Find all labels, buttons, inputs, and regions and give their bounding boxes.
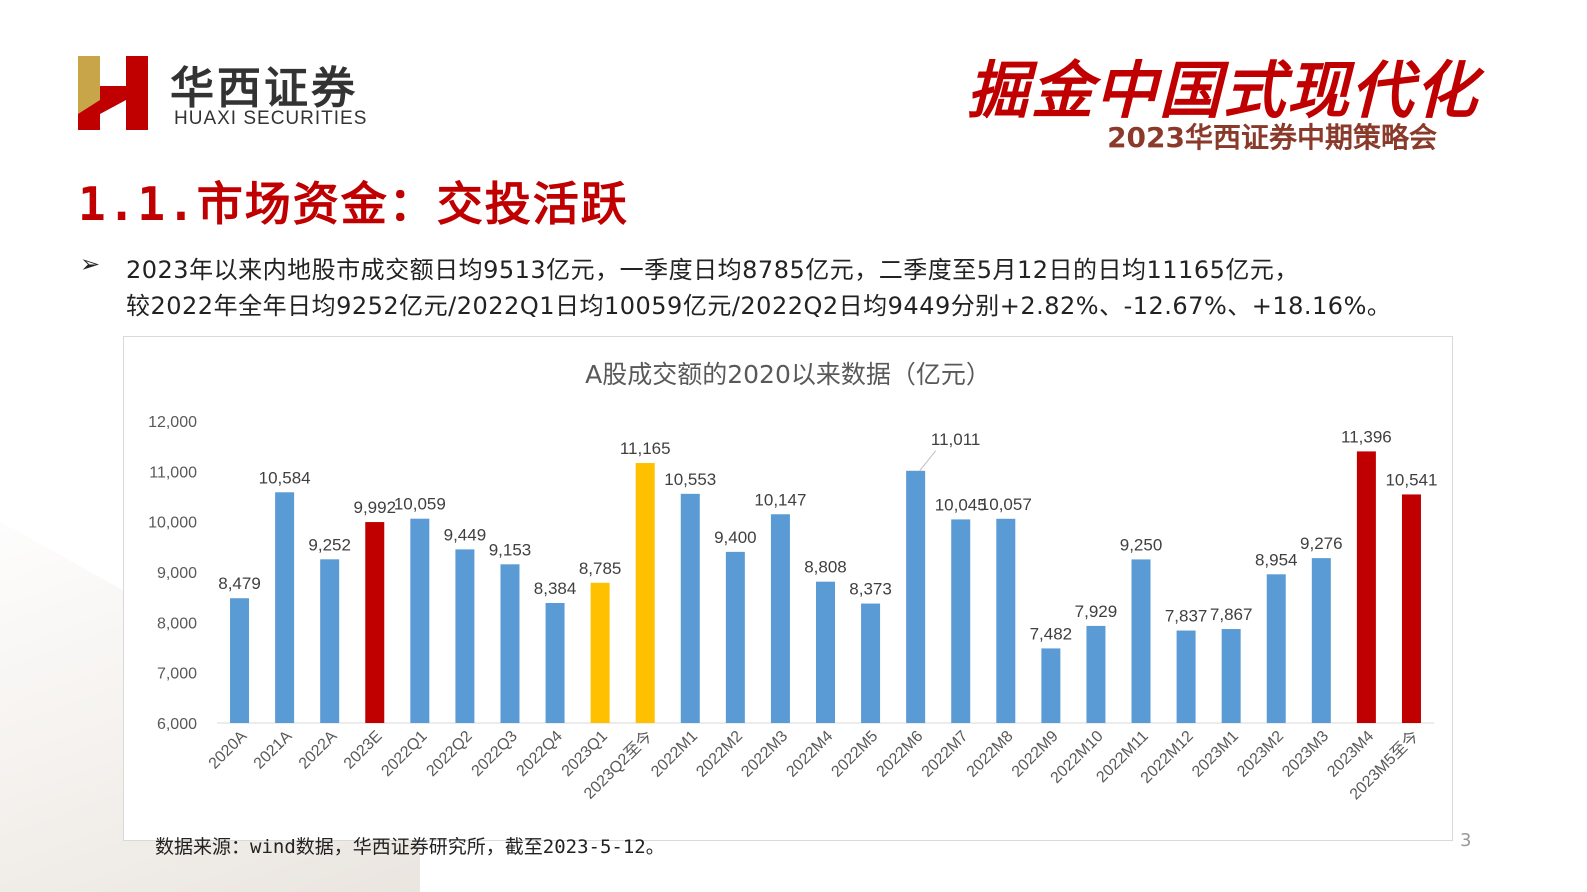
- y-tick-label: 8,000: [157, 615, 197, 632]
- data-label: 8,954: [1255, 550, 1298, 569]
- y-axis: 6,000 7,000 8,000 9,000 10,000 11,000 12,000: [148, 414, 1434, 733]
- data-label: 8,373: [849, 580, 892, 599]
- data-label: 10,059: [394, 495, 446, 514]
- x-axis: 2020A 2021A 2022A 2023E2022Q12022Q22022Q320…: [206, 727, 1423, 803]
- bar: [500, 564, 520, 723]
- bar: [906, 470, 926, 723]
- data-label: 8,808: [804, 558, 847, 577]
- x-tick-label: 2021A: [251, 728, 296, 773]
- bar: [861, 603, 881, 723]
- huaxi-logo-icon: [78, 56, 148, 130]
- data-label: 10,045: [935, 495, 987, 514]
- bar: [680, 493, 700, 723]
- data-label: 11,011: [931, 430, 980, 449]
- data-label: 7,482: [1030, 624, 1073, 643]
- data-label: 9,992: [353, 498, 396, 517]
- bar: [320, 559, 340, 723]
- bar: [1131, 559, 1151, 723]
- bar: [816, 581, 835, 723]
- y-tick-label: 10,000: [148, 515, 197, 532]
- x-tick-label: 2022M8: [964, 728, 1017, 781]
- bar: [1401, 494, 1421, 723]
- bar: [1221, 629, 1241, 723]
- bar: [1041, 648, 1061, 723]
- x-tick-label: 2022M5: [828, 728, 881, 781]
- data-label: 10,147: [754, 490, 806, 509]
- chart-canvas: A股成交额的2020以来数据（亿元） 6,000 7,000 8,000 9,000 1…: [148, 360, 1437, 803]
- bar-series: [230, 451, 1421, 723]
- bar: [635, 463, 655, 723]
- data-label: 9,153: [489, 540, 532, 559]
- x-tick-label: 2022Q1: [378, 728, 430, 780]
- x-tick-label: 2023M1: [1189, 728, 1242, 781]
- bar: [410, 518, 430, 723]
- conference-event-name: 2023华西证券中期策略会: [1107, 121, 1437, 154]
- data-label: 10,057: [980, 495, 1032, 514]
- bar: [230, 598, 250, 723]
- bar: [951, 519, 971, 723]
- x-tick-label: 2023M3: [1279, 728, 1332, 781]
- x-tick-label: 2022M2: [693, 728, 746, 781]
- y-tick-label: 9,000: [157, 565, 197, 582]
- bullet-line-2: 较2022年全年日均9252亿元/2022Q1日均10059亿元/2022Q2日…: [126, 292, 1392, 320]
- bar: [1356, 451, 1376, 723]
- y-tick-label: 12,000: [148, 414, 197, 431]
- data-label: 10,584: [259, 468, 311, 487]
- x-tick-label: 2022M4: [783, 728, 836, 781]
- y-tick-label: 7,000: [157, 666, 197, 683]
- conference-slogan: 掘金中国式现代化: [966, 54, 1479, 127]
- logo-english-name: HUAXI SECURITIES: [174, 108, 368, 129]
- x-tick-label: 2022M7: [919, 728, 972, 781]
- data-label: 10,553: [664, 470, 716, 489]
- data-label: 8,785: [579, 559, 622, 578]
- data-label: 9,250: [1120, 535, 1163, 554]
- x-tick-label: 2022M3: [738, 728, 791, 781]
- x-tick-label: 2022M6: [874, 728, 927, 781]
- bar: [1086, 625, 1106, 723]
- data-label: 9,400: [714, 528, 757, 547]
- chart-title: A股成交额的2020以来数据（亿元）: [585, 360, 991, 389]
- bar: [275, 492, 295, 723]
- label-leader-line: [919, 450, 937, 472]
- bar: [365, 522, 385, 723]
- x-tick-label: 2022Q3: [469, 728, 521, 780]
- data-source-note: 数据来源：wind数据，华西证券研究所，截至2023-5-12。: [155, 836, 665, 858]
- bullet-line-1: 2023年以来内地股市成交额日均9513亿元，一季度日均8785亿元，二季度至5…: [126, 256, 1299, 284]
- x-tick-label: 2022A: [296, 728, 341, 773]
- data-label: 8,479: [218, 574, 261, 593]
- section-title: 1.1.市场资金：交投活跃: [78, 177, 629, 231]
- x-tick-label: 2022Q2: [423, 728, 475, 780]
- data-label: 7,929: [1075, 602, 1118, 621]
- x-tick-label: 2022M1: [648, 728, 701, 781]
- x-tick-label: 2023M2: [1234, 728, 1287, 781]
- page-number: 3: [1460, 830, 1472, 851]
- y-tick-label: 11,000: [149, 464, 197, 481]
- x-tick-label: 2022Q4: [514, 728, 566, 780]
- data-label: 10,541: [1385, 470, 1437, 489]
- data-label: 9,276: [1300, 534, 1343, 553]
- bar: [590, 582, 610, 723]
- data-label: 7,837: [1165, 607, 1208, 626]
- bar-chart: A股成交额的2020以来数据（亿元） 6,000 7,000 8,000 9,000 1…: [123, 336, 1453, 841]
- bar: [770, 514, 790, 723]
- bar: [725, 551, 745, 723]
- bar: [545, 603, 565, 723]
- data-label: 9,252: [308, 535, 351, 554]
- bullet-marker-icon: ➢: [80, 250, 101, 278]
- bar: [1266, 574, 1286, 723]
- data-label: 8,384: [534, 579, 577, 598]
- bar: [996, 518, 1016, 723]
- data-label: 7,867: [1210, 605, 1253, 624]
- x-tick-label: 2020A: [206, 728, 251, 773]
- logo-chinese-name: 华西证券: [170, 63, 358, 114]
- bar: [455, 549, 475, 723]
- y-tick-label: 6,000: [157, 716, 197, 733]
- x-tick-label: 2023E: [341, 728, 386, 773]
- data-label: 11,396: [1341, 427, 1392, 446]
- bar: [1311, 558, 1331, 723]
- data-label: 9,449: [444, 525, 487, 544]
- data-label: 11,165: [620, 439, 671, 458]
- bar: [1176, 630, 1196, 723]
